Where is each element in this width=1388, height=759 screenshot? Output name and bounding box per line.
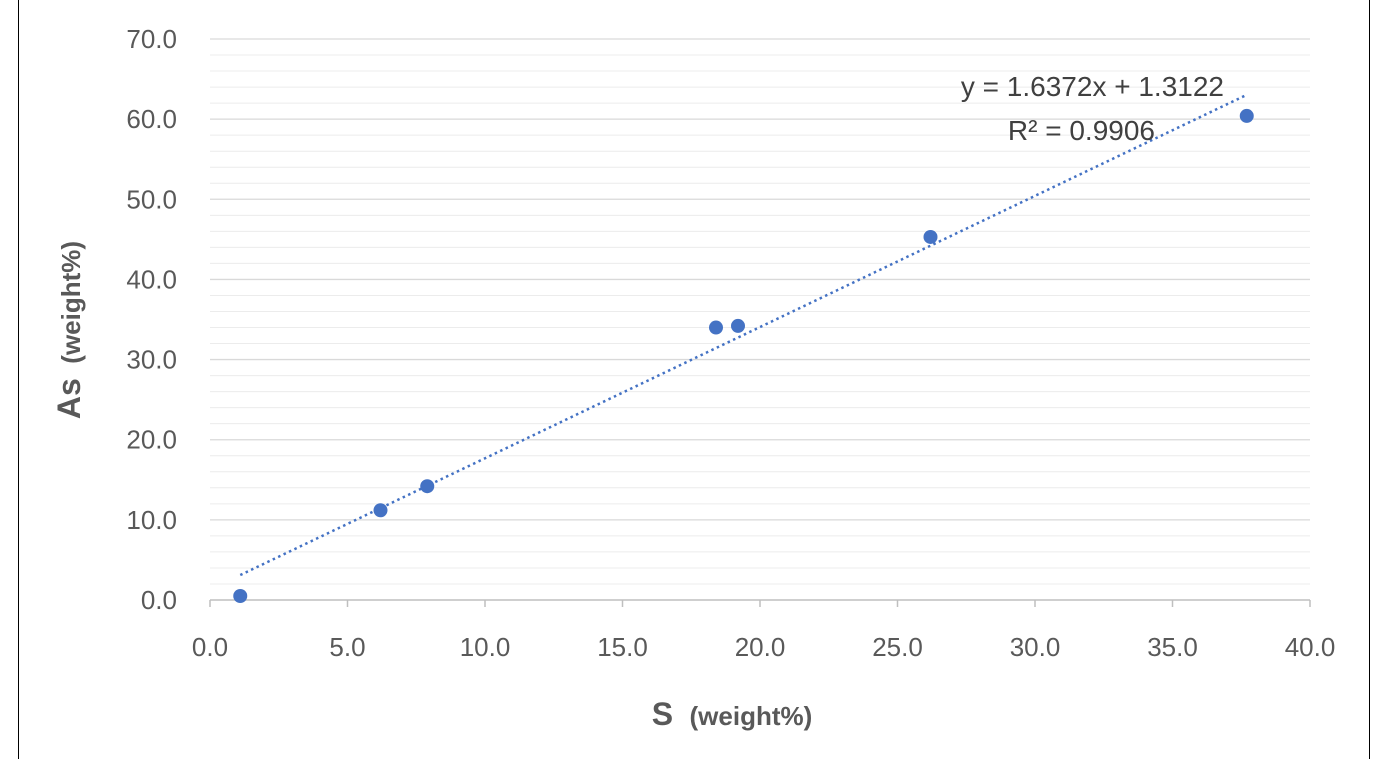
x-axis-ticks: 0.0 5.0 10.0 15.0 20.0 25.0 30.0 35.0 40.0 xyxy=(192,600,1335,662)
data-points xyxy=(233,108,1254,603)
minor-gridlines xyxy=(210,54,1310,585)
y-tick-label: 40.0 xyxy=(126,264,177,294)
x-tick-label: 35.0 xyxy=(1147,632,1198,662)
y-tick-label: 30.0 xyxy=(126,345,177,375)
x-axis-title-main: S xyxy=(652,696,673,732)
y-axis-title: As (weight%) xyxy=(51,241,87,419)
y-axis-title-unit: (weight%) xyxy=(56,241,86,364)
major-gridlines xyxy=(210,38,1310,521)
y-tick-label: 60.0 xyxy=(126,104,177,134)
data-point xyxy=(233,588,248,603)
x-tick-label: 30.0 xyxy=(1010,632,1061,662)
y-axis-title-main: As xyxy=(51,378,87,419)
x-tick-label: 25.0 xyxy=(872,632,923,662)
data-point xyxy=(1239,108,1254,123)
chart-frame xyxy=(18,0,1370,759)
trendline-equation: y = 1.6372x + 1.3122 xyxy=(961,71,1224,102)
svg-text:S (weight%): S (weight%) xyxy=(652,696,813,732)
x-axis-title-unit: (weight%) xyxy=(690,701,813,731)
data-point xyxy=(373,503,388,518)
x-tick-label: 10.0 xyxy=(460,632,511,662)
x-axis-title: S (weight%) xyxy=(652,696,813,732)
svg-text:As (weight%): As (weight%) xyxy=(51,241,87,419)
x-tick-label: 5.0 xyxy=(329,632,365,662)
x-tick-label: 0.0 xyxy=(192,632,228,662)
data-point xyxy=(923,229,938,244)
data-point xyxy=(420,479,435,494)
x-tick-label: 20.0 xyxy=(735,632,786,662)
y-tick-label: 20.0 xyxy=(126,425,177,455)
trendline-r-squared: R² = 0.9906 xyxy=(1008,115,1155,146)
y-tick-label: 50.0 xyxy=(126,184,177,214)
x-tick-label: 40.0 xyxy=(1285,632,1336,662)
y-tick-label: 70.0 xyxy=(126,24,177,54)
data-point xyxy=(709,320,723,335)
y-tick-label: 10.0 xyxy=(126,505,177,535)
y-axis-ticks: 0.0 10.0 20.0 30.0 40.0 50.0 60.0 70.0 xyxy=(126,24,177,615)
data-point xyxy=(731,318,745,333)
x-tick-label: 15.0 xyxy=(597,632,648,662)
y-tick-label: 0.0 xyxy=(141,585,177,615)
